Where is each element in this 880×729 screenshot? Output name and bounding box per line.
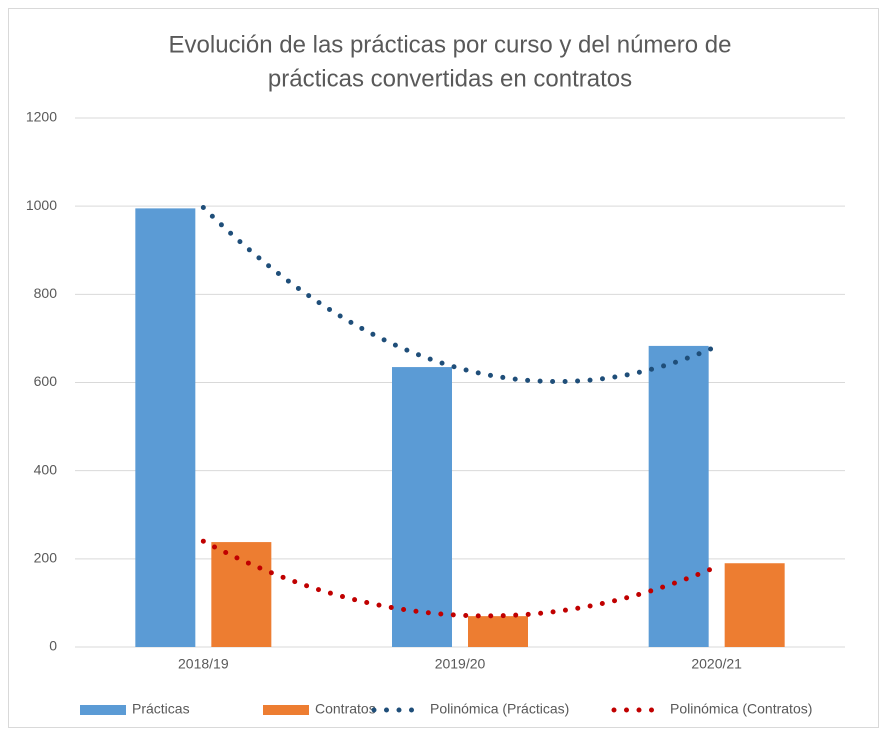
y-tick-label: 1200 bbox=[26, 109, 57, 125]
x-tick-label: 2019/20 bbox=[435, 656, 486, 672]
chart-title: prácticas convertidas en contratos bbox=[268, 65, 632, 92]
legend-label: Contratos bbox=[315, 701, 376, 717]
legend-swatch bbox=[80, 705, 126, 715]
trendline bbox=[200, 538, 720, 619]
y-tick-label: 200 bbox=[34, 550, 58, 566]
bar bbox=[211, 542, 272, 647]
chart-title: Evolución de las prácticas por curso y d… bbox=[169, 31, 732, 58]
bar bbox=[648, 345, 709, 647]
bar bbox=[392, 367, 452, 647]
legend-label: Prácticas bbox=[132, 701, 190, 717]
x-tick-label: 2018/19 bbox=[178, 656, 229, 672]
legend-label: Polinómica (Contratos) bbox=[670, 701, 812, 717]
bar bbox=[724, 563, 785, 647]
legend-label: Polinómica (Prácticas) bbox=[430, 701, 569, 717]
y-tick-label: 1000 bbox=[26, 197, 57, 213]
y-tick-label: 400 bbox=[34, 461, 58, 477]
bar bbox=[468, 616, 528, 647]
legend-swatch bbox=[263, 705, 309, 715]
y-tick-label: 800 bbox=[34, 285, 58, 301]
bar bbox=[135, 208, 196, 647]
y-tick-label: 600 bbox=[34, 373, 58, 389]
x-tick-label: 2020/21 bbox=[691, 656, 742, 672]
y-tick-label: 0 bbox=[49, 638, 57, 654]
